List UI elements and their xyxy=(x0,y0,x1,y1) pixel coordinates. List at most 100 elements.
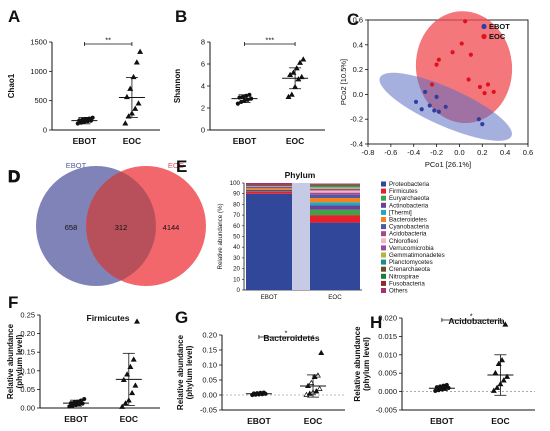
legend-swatch xyxy=(381,245,386,251)
significance-label: * xyxy=(470,312,473,321)
y-tick-label: 0.000 xyxy=(378,387,397,396)
y-tick-label: 0.20 xyxy=(20,329,35,338)
x-tick-label: 0.4 xyxy=(500,148,510,157)
y-axis-label: Relative abundance(phylum level) xyxy=(353,326,371,402)
chart-title: Firmicutes xyxy=(87,313,130,323)
data-point xyxy=(133,318,141,324)
bar-segment xyxy=(246,193,292,290)
y-tick-label: 0.15 xyxy=(20,348,35,357)
y-tick-label: -0.4 xyxy=(350,140,363,149)
bar-segment xyxy=(246,183,292,185)
data-point xyxy=(459,41,464,46)
y-tick-label: 0.15 xyxy=(202,346,217,355)
legend-label: Euryarchaeota xyxy=(389,195,430,202)
data-point xyxy=(239,99,244,105)
y-tick-label: 2 xyxy=(201,104,205,113)
y-tick-label: 0.05 xyxy=(20,385,35,394)
data-point xyxy=(132,382,139,388)
y-tick-label: 80 xyxy=(233,201,240,208)
y-axis-label-line: Shannon xyxy=(173,69,182,103)
bar-segment xyxy=(310,215,360,223)
legend-swatch xyxy=(381,259,386,265)
y-tick-label: 0.0 xyxy=(353,90,363,99)
bar-segment xyxy=(310,188,360,191)
panel-label: G xyxy=(175,308,188,327)
x-tick-label: EOC xyxy=(123,136,141,146)
data-point xyxy=(124,371,131,377)
data-point xyxy=(433,388,438,393)
y-tick-label: 0.10 xyxy=(202,361,217,370)
y-axis-label: Relative abundance(phylum level) xyxy=(6,323,24,399)
legend-swatch xyxy=(381,224,386,230)
legend-label: Cyanobacteria xyxy=(389,224,429,231)
series-eoc xyxy=(282,56,309,99)
y-tick-label: -0.05 xyxy=(200,406,217,415)
y-tick-label: 0.005 xyxy=(378,369,397,378)
bar-segment xyxy=(246,189,292,192)
panel-C: C -0.8 -0.6 -0.4 -0.2 0.0 0.2 0.4 0.6 -0.4 -0.2 0.0… xyxy=(339,10,533,169)
y-tick-label: 70 xyxy=(233,212,240,219)
y-tick-label: 30 xyxy=(233,255,240,262)
legend-label: Fusobacteria xyxy=(389,280,425,287)
data-point xyxy=(130,356,137,362)
venn-count: 312 xyxy=(115,223,128,232)
significance-label: *** xyxy=(265,36,274,45)
bar-eoc xyxy=(310,183,360,290)
data-point xyxy=(308,379,315,385)
data-point xyxy=(477,84,483,90)
y-tick-label: 0.25 xyxy=(20,311,35,320)
y-tick-label: 60 xyxy=(233,223,240,230)
panel-label: C xyxy=(347,10,359,29)
data-point xyxy=(296,59,304,65)
panel-D: D EBOT EOC 658 312 4144 xyxy=(8,161,206,286)
legend-swatch xyxy=(381,238,386,244)
data-point xyxy=(300,56,307,62)
data-point xyxy=(123,93,130,100)
series-eoc xyxy=(429,19,496,96)
x-tick-label: EOC xyxy=(286,136,304,146)
data-point xyxy=(443,104,448,109)
x-tick-label: -0.6 xyxy=(384,148,397,157)
x-tick-label: 0.6 xyxy=(523,148,533,157)
bar-segment xyxy=(246,188,292,190)
series-eoc xyxy=(118,48,145,126)
y-axis-label-line: (phylum level) xyxy=(362,337,371,391)
panel-H: H -0.005 0.000 0.005 0.010 0.015 0.020 Relative… xyxy=(353,312,535,426)
data-point xyxy=(119,403,126,409)
y-tick-label: 0.2 xyxy=(353,65,363,74)
y-axis-label-line: Chao1 xyxy=(7,73,16,98)
y-tick-label: 100 xyxy=(230,180,241,187)
legend-label: Crenarchaeota xyxy=(389,266,430,273)
data-point xyxy=(434,94,439,99)
data-point xyxy=(290,69,297,75)
panel-label: H xyxy=(370,313,382,332)
data-point xyxy=(480,122,485,127)
legend: ProteobacteriaFirmicutesEuryarchaeotaAct… xyxy=(381,181,445,295)
y-axis-label-line: (phylum level) xyxy=(15,334,24,388)
data-point xyxy=(468,52,473,57)
legend-swatch xyxy=(381,280,386,286)
series-ebot xyxy=(63,396,89,409)
data-point xyxy=(495,360,502,366)
data-point xyxy=(504,373,511,379)
y-tick-label: -0.2 xyxy=(350,115,363,124)
x-tick-label: -0.2 xyxy=(430,148,443,157)
legend-swatch xyxy=(381,217,386,222)
bar-connector xyxy=(292,183,310,290)
y-tick-label: -0.005 xyxy=(376,406,397,415)
legend-label: Acidobacteria xyxy=(389,231,427,238)
legend-swatch xyxy=(381,181,386,187)
y-axis-label-line: Relative abundance xyxy=(176,334,185,410)
panel-E: E Phylum 0 10 20 30 40 50 60 70 80 90 100 Relative ab… xyxy=(176,157,445,301)
panel-G: G -0.05 0.00 0.05 0.10 0.15 0.20 Relative abund… xyxy=(175,308,345,426)
x-tick-label: -0.8 xyxy=(362,148,375,157)
x-tick-label: 0.0 xyxy=(454,148,464,157)
y-axis-label-line: Relative abundance xyxy=(353,326,362,402)
bar-segment xyxy=(310,190,360,193)
bar-segment xyxy=(310,185,360,187)
venn-set-label: EOC xyxy=(168,161,185,170)
panel-F: F 0.00 0.05 0.10 0.15 0.20 0.25 Relative abunda… xyxy=(6,293,160,424)
y-axis-label: Shannon xyxy=(173,69,182,103)
panel-label: E xyxy=(176,157,187,176)
series-ebot xyxy=(245,390,272,398)
